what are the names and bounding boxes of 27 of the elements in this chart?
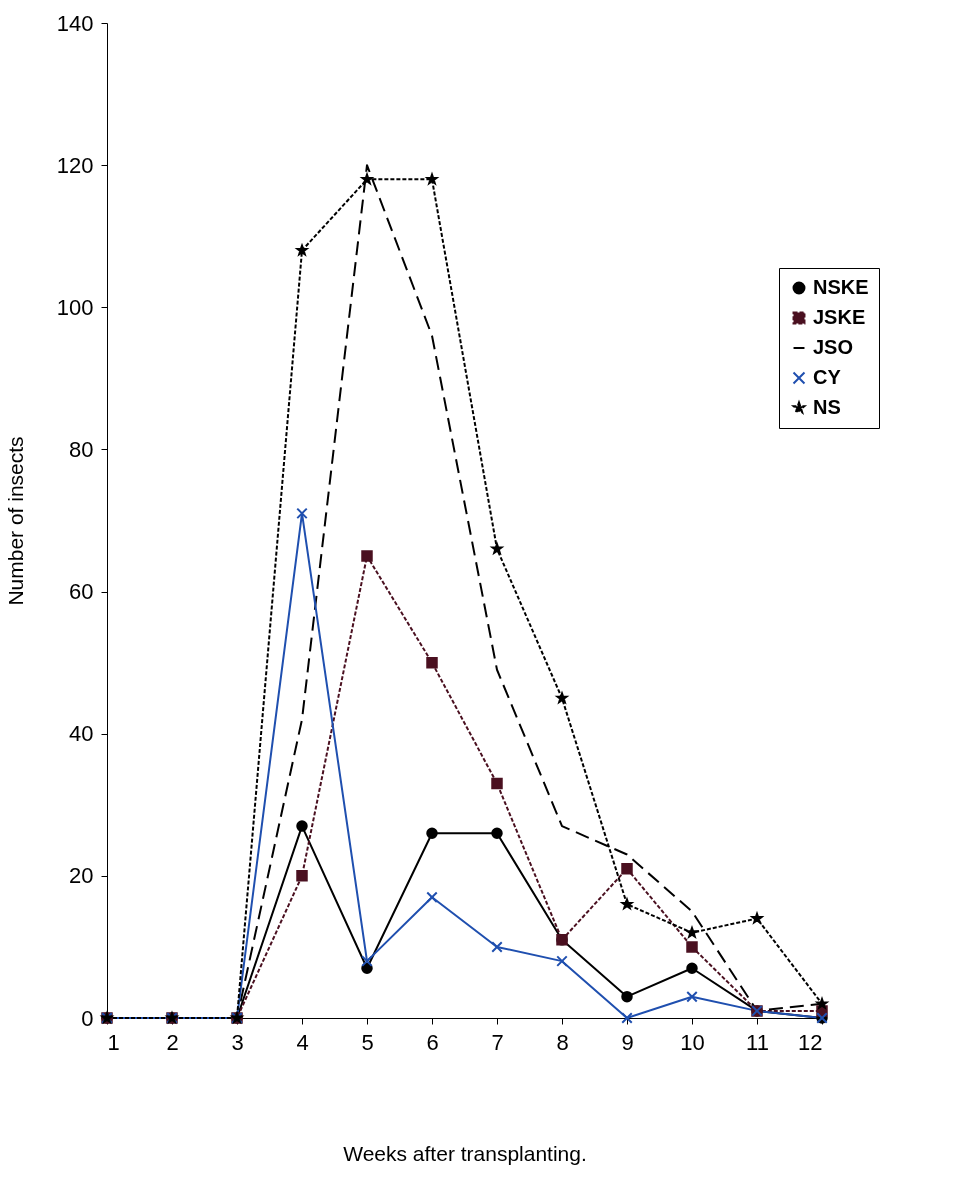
x-tick-label: 6	[426, 1029, 439, 1055]
y-tick-label: 40	[69, 721, 94, 747]
y-tick-label: 20	[69, 863, 94, 889]
y-tick-label: 120	[56, 152, 94, 178]
legend-label: NS	[813, 396, 841, 418]
x-tick-label: 2	[166, 1029, 179, 1055]
y-tick-label: 0	[81, 1005, 94, 1031]
y-axis-title: Number of insects	[3, 436, 27, 606]
legend-label: CY	[813, 366, 842, 388]
y-tick-label: 80	[69, 436, 94, 462]
y-tick-label: 60	[69, 579, 94, 605]
x-tick-label: 4	[296, 1029, 309, 1055]
legend-label: JSO	[813, 336, 854, 358]
x-tick-label: 8	[556, 1029, 569, 1055]
x-tick-label: 1	[107, 1029, 120, 1055]
x-tick-label: 3	[231, 1029, 244, 1055]
y-tick-label: 100	[56, 294, 94, 320]
x-tick-label: 11	[746, 1029, 769, 1055]
legend-label: JSKE	[813, 306, 866, 328]
x-tick-label: 7	[491, 1029, 504, 1055]
x-axis-title: Weeks after transplanting.	[343, 1141, 587, 1165]
x-tick-label: 5	[361, 1029, 374, 1055]
x-tick-label: 12	[798, 1029, 823, 1055]
x-tick-label: 10	[680, 1029, 705, 1055]
y-tick-label: 140	[56, 10, 94, 36]
x-tick-label: 9	[621, 1029, 634, 1055]
legend-label: NSKE	[813, 276, 869, 298]
